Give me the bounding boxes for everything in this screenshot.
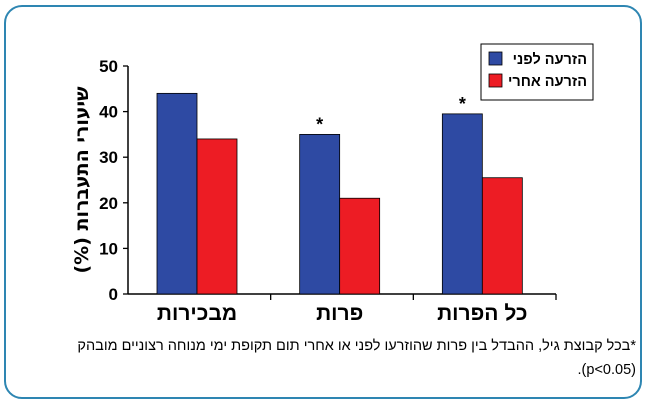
x-category-label: כל הפרות xyxy=(437,302,527,325)
bar xyxy=(156,92,198,295)
significance-asterisk: * xyxy=(316,114,323,134)
chart-labels: מבכירות * פרות * כל הפרות xyxy=(157,94,528,325)
y-tick-label: 20 xyxy=(99,194,118,213)
y-tick-label: 30 xyxy=(99,148,118,167)
bar xyxy=(441,113,483,295)
x-category-label: מבכירות xyxy=(157,302,237,325)
footnote-line-1: *בכל קבוצת גיל, ההבדל בין פרות שהוזרעו ל… xyxy=(77,338,636,354)
legend-swatch xyxy=(488,73,503,88)
y-tick-label: 40 xyxy=(99,103,118,122)
footnote: *בכל קבוצת גיל, ההבדל בין פרות שהוזרעו ל… xyxy=(14,334,636,382)
chart-legend: הזרעה לפני הזרעה אחרי xyxy=(480,43,594,101)
significance-asterisk: * xyxy=(459,94,466,114)
y-tick-label: 0 xyxy=(109,285,118,304)
bar xyxy=(196,138,238,295)
legend-label: הזרעה לפני xyxy=(513,52,587,68)
bar xyxy=(299,133,341,295)
footnote-line-2: (p<0.05). xyxy=(577,362,636,378)
bar xyxy=(481,177,523,295)
x-category-label: פרות xyxy=(316,302,363,325)
y-axis-label: שיעורי התעברות (%) xyxy=(71,86,93,274)
legend-swatch xyxy=(488,51,503,66)
y-tick-label: 10 xyxy=(99,239,118,258)
legend-label: הזרעה אחרי xyxy=(508,74,587,90)
chart-bars xyxy=(156,92,523,295)
y-tick-label: 50 xyxy=(99,57,118,76)
bar xyxy=(339,197,381,295)
